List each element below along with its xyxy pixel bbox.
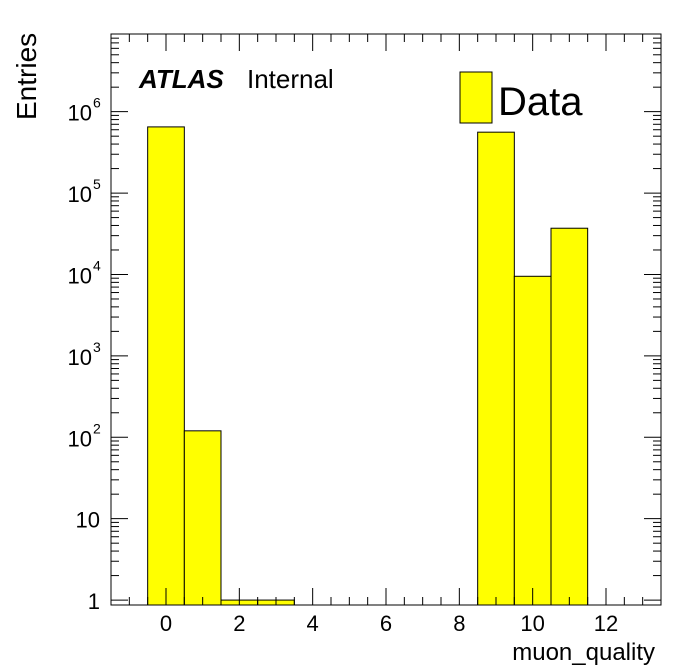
y-tick-exponent: 3: [93, 339, 101, 355]
y-tick-label: 10: [76, 508, 100, 533]
y-axis-title: Entries: [11, 33, 42, 120]
legend-swatch: [459, 71, 493, 124]
x-tick-label: 2: [233, 611, 245, 636]
x-tick-label: 12: [594, 611, 618, 636]
y-tick-exponent: 5: [93, 176, 101, 192]
x-axis-title: muon_quality: [512, 639, 655, 666]
histogram-bar: [477, 131, 515, 606]
x-tick-label: 0: [160, 611, 172, 636]
x-tick-label: 6: [380, 611, 392, 636]
histogram-bar: [183, 430, 222, 606]
y-tick-exponent: 6: [93, 95, 101, 111]
y-tick-exponent: 4: [93, 257, 101, 273]
y-tick-exponent: 2: [93, 420, 101, 436]
x-tick-label: 10: [520, 611, 544, 636]
legend-label: Data: [498, 80, 583, 124]
histogram-bar: [513, 275, 552, 606]
y-tick-label: 10: [68, 345, 92, 370]
atlas-label-internal: Internal: [247, 64, 334, 94]
atlas-label-bold: ATLAS: [138, 64, 224, 94]
y-tick-label: 1: [88, 589, 100, 614]
legend: Data: [459, 71, 583, 124]
y-tick-label: 10: [68, 426, 92, 451]
y-tick-label: 10: [68, 182, 92, 207]
y-tick-label: 10: [68, 101, 92, 126]
axis-ticks: [110, 33, 662, 605]
histogram-bar: [550, 227, 589, 606]
y-tick-label: 10: [68, 263, 92, 288]
atlas-label: ATLAS Internal: [138, 64, 334, 94]
x-tick-label: 8: [453, 611, 465, 636]
histogram-bars: [147, 126, 589, 606]
histogram-bar: [147, 126, 185, 606]
x-tick-label: 4: [307, 611, 319, 636]
